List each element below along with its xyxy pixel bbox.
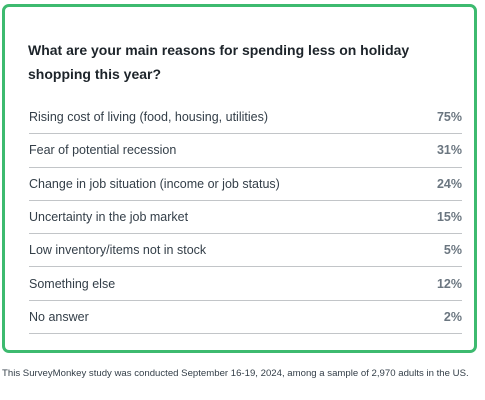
row-label: Change in job situation (income or job s… xyxy=(29,176,280,191)
table-row: Rising cost of living (food, housing, ut… xyxy=(29,101,462,135)
table-row: Change in job situation (income or job s… xyxy=(29,168,462,201)
table-row: Uncertainty in the job market 15% xyxy=(29,201,462,235)
table-row: Fear of potential recession 31% xyxy=(29,134,462,168)
row-value: 75% xyxy=(436,110,462,125)
row-label: Rising cost of living (food, housing, ut… xyxy=(29,110,269,125)
table-row: No answer 2% xyxy=(29,301,462,335)
row-value: 24% xyxy=(436,176,462,191)
row-value: 5% xyxy=(443,243,462,258)
table-row: Low inventory/items not in stock 5% xyxy=(29,234,462,268)
row-label: No answer xyxy=(29,309,89,324)
row-value: 12% xyxy=(436,276,462,291)
row-value: 15% xyxy=(436,210,462,225)
row-label: Uncertainty in the job market xyxy=(29,210,189,225)
survey-card: What are your main reasons for spending … xyxy=(2,4,477,353)
row-label: Fear of potential recession xyxy=(29,143,177,158)
row-label: Low inventory/items not in stock xyxy=(29,243,207,258)
table-row: Something else 12% xyxy=(29,267,462,301)
row-value: 2% xyxy=(443,309,462,324)
results-table: Rising cost of living (food, housing, ut… xyxy=(29,101,462,335)
row-label: Something else xyxy=(29,276,116,291)
study-footnote: This SurveyMonkey study was conducted Se… xyxy=(2,368,469,379)
chart-title: What are your main reasons for spending … xyxy=(28,42,410,82)
row-value: 31% xyxy=(436,143,462,158)
